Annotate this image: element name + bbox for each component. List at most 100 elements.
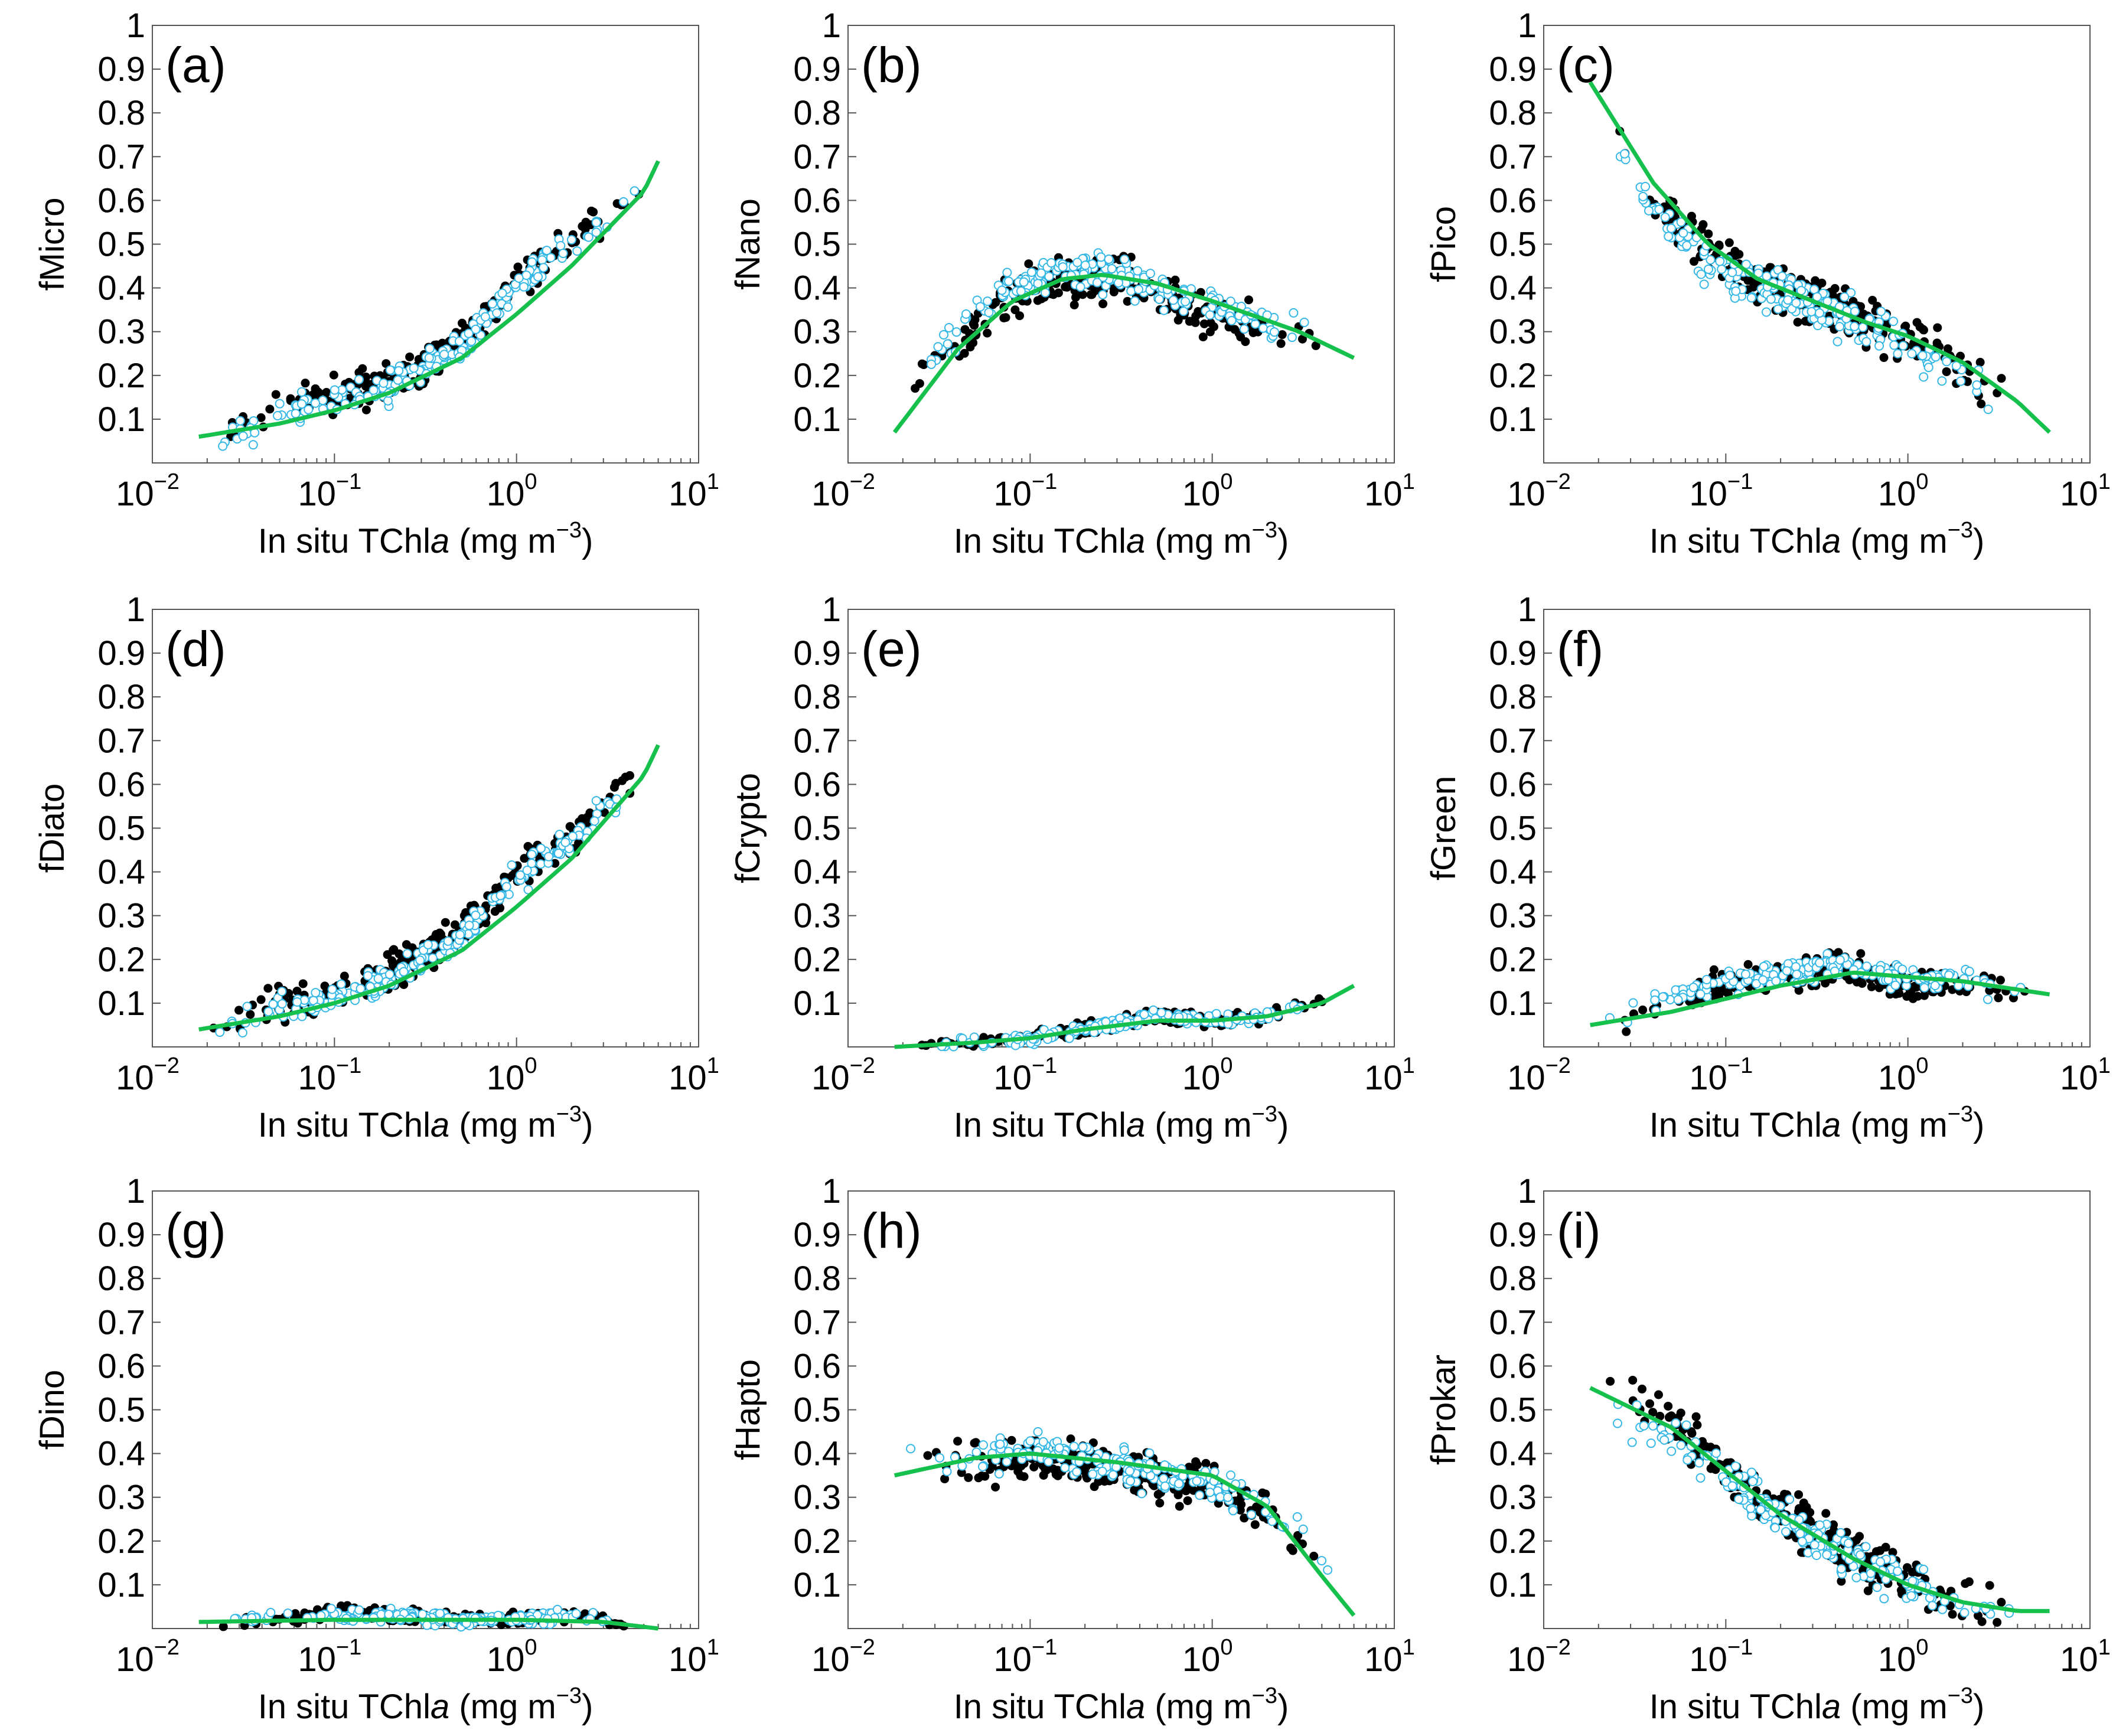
derived-point	[1130, 296, 1140, 306]
derived-point	[1648, 1421, 1658, 1431]
in-situ-point	[1066, 1434, 1075, 1444]
y-tick-label: 0.7	[97, 138, 145, 176]
derived-point	[1834, 322, 1844, 332]
panel-label: (f)	[1557, 621, 1603, 677]
derived-point	[1126, 286, 1136, 296]
in-situ-point	[1013, 1461, 1022, 1471]
derived-point	[1791, 962, 1801, 972]
derived-point	[1620, 149, 1630, 159]
y-tick-label: 0.5	[1489, 226, 1537, 264]
fit-line	[198, 744, 660, 1032]
in-situ-point	[1977, 399, 1986, 409]
derived-point	[1019, 277, 1029, 287]
y-tick-label: 0.1	[1489, 400, 1537, 439]
derived-point	[384, 970, 394, 980]
derived-point	[1069, 1441, 1079, 1451]
derived-point	[935, 1453, 945, 1463]
derived-point	[454, 336, 464, 346]
derived-point	[266, 1607, 276, 1617]
in-situ-point	[979, 1033, 989, 1042]
x-tick-label: 10−1	[993, 1635, 1057, 1679]
x-tick-base: 10	[2060, 1640, 2098, 1679]
y-tick-label: 1	[1518, 1172, 1537, 1210]
derived-point	[501, 882, 511, 892]
derived-point	[1759, 961, 1769, 971]
x-tick-label: 10−1	[298, 1053, 361, 1097]
derived-point	[542, 246, 552, 256]
y-tick-label: 0.9	[97, 50, 145, 89]
derived-point	[983, 296, 993, 306]
x-axis-label: In situ TChla (mg m−3)	[954, 518, 1289, 560]
in-situ-point	[1691, 1412, 1701, 1421]
in-situ-point	[1794, 1490, 1804, 1499]
in-situ-point	[1606, 1376, 1615, 1386]
derived-point	[961, 309, 971, 319]
x-axis-label-exponent: −3	[556, 1102, 582, 1127]
derived-point	[1815, 1520, 1825, 1530]
in-situ-point	[1942, 367, 1951, 376]
x-tick-label: 100	[487, 1635, 537, 1679]
y-tick-label: 0.8	[793, 94, 841, 132]
in-situ-point	[1293, 1531, 1303, 1540]
in-situ-point	[1716, 988, 1725, 997]
derived-point	[555, 830, 565, 840]
in-situ-point	[1250, 1520, 1260, 1529]
derived-point	[1168, 295, 1178, 305]
y-axis-label: fGreen	[1424, 776, 1463, 880]
derived-point	[618, 197, 628, 207]
derived-point	[1058, 262, 1068, 272]
x-tick-base: 10	[298, 1059, 336, 1097]
derived-point	[423, 939, 433, 949]
derived-point	[536, 843, 546, 853]
derived-point	[572, 246, 582, 256]
derived-point	[1226, 1470, 1236, 1480]
in-situ-point	[1087, 290, 1097, 299]
y-tick-label: 0.1	[793, 400, 841, 439]
in-situ-point	[1184, 1463, 1194, 1472]
derived-point	[1951, 361, 1961, 371]
derived-point	[1846, 288, 1856, 298]
derived-point	[1797, 1536, 1807, 1546]
x-axis-label: In situ TChla (mg m−3)	[258, 518, 594, 560]
y-axis-label: fCrypto	[729, 773, 767, 883]
x-tick-exponent: −2	[850, 1635, 875, 1660]
derived-point	[1650, 995, 1660, 1005]
derived-point	[273, 410, 283, 420]
derived-point	[1874, 341, 1884, 351]
in-situ-point	[354, 368, 364, 377]
derived-point	[291, 409, 301, 419]
in-situ-point	[1078, 290, 1087, 299]
derived-point	[1930, 980, 1940, 990]
x-tick-exponent: −2	[850, 469, 875, 494]
x-tick-exponent: 1	[1403, 1635, 1415, 1660]
y-axis-label: fDiato	[33, 784, 71, 873]
derived-point	[1155, 294, 1165, 304]
in-situ-points	[1606, 1375, 2006, 1627]
in-situ-point	[970, 321, 979, 330]
y-tick-label: 0.1	[1489, 1566, 1537, 1604]
x-tick-label: 10−2	[1507, 1053, 1571, 1097]
derived-point	[1783, 295, 1793, 305]
in-situ-point	[1001, 313, 1010, 322]
x-tick-exponent: −2	[1545, 469, 1571, 494]
derived-point	[1247, 1510, 1257, 1520]
in-situ-point	[1693, 1420, 1702, 1430]
derived-point	[1938, 1604, 1948, 1614]
derived-point	[1644, 205, 1654, 216]
y-tick-label: 0.3	[97, 897, 145, 935]
derived-point	[1654, 204, 1664, 214]
in-situ-point	[1069, 300, 1079, 309]
derived-point	[1861, 337, 1871, 347]
in-situ-point	[625, 771, 635, 780]
derived-point	[1815, 958, 1825, 968]
in-situ-point	[1912, 318, 1922, 327]
x-tick-label: 100	[487, 469, 537, 513]
in-situ-point	[586, 206, 596, 216]
y-tick-label: 1	[822, 590, 841, 629]
x-axis-label-close: )	[582, 522, 593, 560]
in-situ-point	[361, 380, 370, 389]
y-tick-label: 0.1	[97, 1566, 145, 1604]
x-tick-label: 10−2	[811, 1635, 875, 1679]
